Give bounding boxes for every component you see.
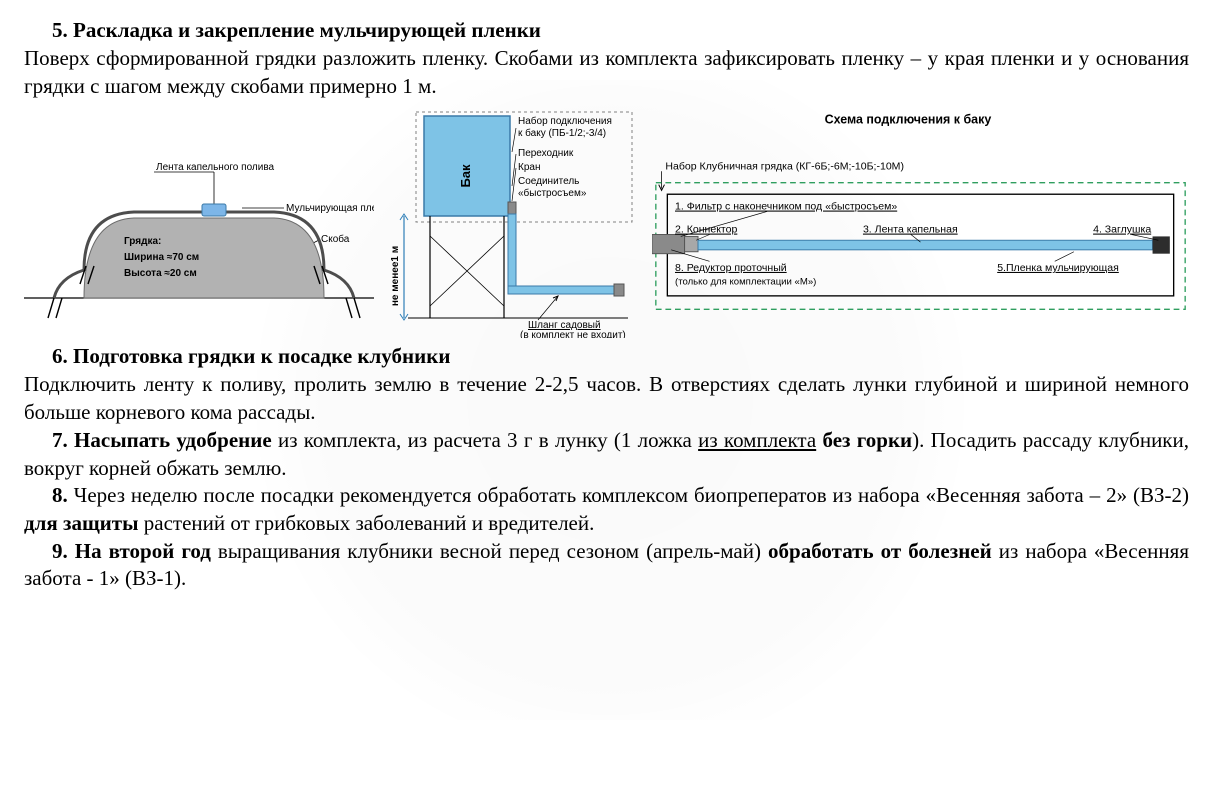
diagram-tank: Бак Набор подключения к баку (ПБ-1/2;-3/… — [388, 106, 638, 338]
label-coupler1: Соединитель — [518, 176, 579, 187]
section7-body: 7. Насыпать удобрение из комплекта, из р… — [24, 427, 1189, 482]
section7-lead: Насыпать удобрение — [74, 428, 272, 452]
section6-body: Подключить ленту к поливу, пролить землю… — [24, 371, 1189, 426]
bed-height: Высота ≈20 см — [124, 268, 197, 279]
item8-note: (только для комплектации «М») — [675, 277, 816, 288]
item8: 8. Редуктор проточный — [675, 262, 787, 274]
label-kit2: к баку (ПБ-1/2;-3/4) — [518, 127, 606, 139]
item1: 1. Фильтр с наконечником под «быстросъем… — [675, 201, 897, 213]
section5-heading: 5. Раскладка и закрепление мульчирующей … — [52, 18, 1189, 43]
section8-num: 8. — [52, 483, 68, 507]
label-film: Мульчирующая пленка — [286, 203, 374, 214]
section9-num: 9. — [52, 539, 68, 563]
bed-width: Ширина ≈70 см — [124, 252, 199, 263]
label-staple: Скоба — [321, 233, 350, 245]
diagram-connection-scheme: Схема подключения к баку Набор Клубнична… — [652, 106, 1189, 338]
item3: 3. Лента капельная — [863, 224, 958, 236]
schemeC-title: Схема подключения к баку — [825, 113, 992, 127]
bed-title: Грядка: — [124, 236, 161, 247]
section6-heading: 6. Подготовка грядки к посадке клубники — [52, 344, 1189, 369]
diagram-bed-cross-section: Лента капельного полива Мульчирующая пле… — [24, 158, 374, 338]
item4: 4. Заглушка — [1093, 224, 1151, 236]
label-kit1: Набор подключения — [518, 115, 612, 127]
set-label: Набор Клубничная грядка (КГ-6Б;-6М;-10Б;… — [665, 161, 904, 173]
label-height: не менее1 м — [390, 246, 401, 306]
tank-label: Бак — [458, 164, 473, 188]
section7-num: 7. — [52, 428, 68, 452]
section9-body: 9. На второй год выращивания клубники ве… — [24, 538, 1189, 593]
item2: 2. Коннектор — [675, 224, 737, 236]
label-tape: Лента капельного полива — [156, 162, 275, 173]
section8-body: 8. Через неделю после посадки рекомендуе… — [24, 482, 1189, 537]
diagrams-row: Лента капельного полива Мульчирующая пле… — [24, 106, 1189, 338]
label-tap: Кран — [518, 162, 540, 173]
label-adapter: Переходник — [518, 148, 574, 159]
section5-body: Поверх сформированной грядки разложить п… — [24, 45, 1189, 100]
label-hose-note: (в комплект не входит) — [520, 330, 626, 338]
label-coupler2: «быстросъем» — [518, 187, 587, 199]
item5: 5.Пленка мульчирующая — [997, 262, 1119, 274]
